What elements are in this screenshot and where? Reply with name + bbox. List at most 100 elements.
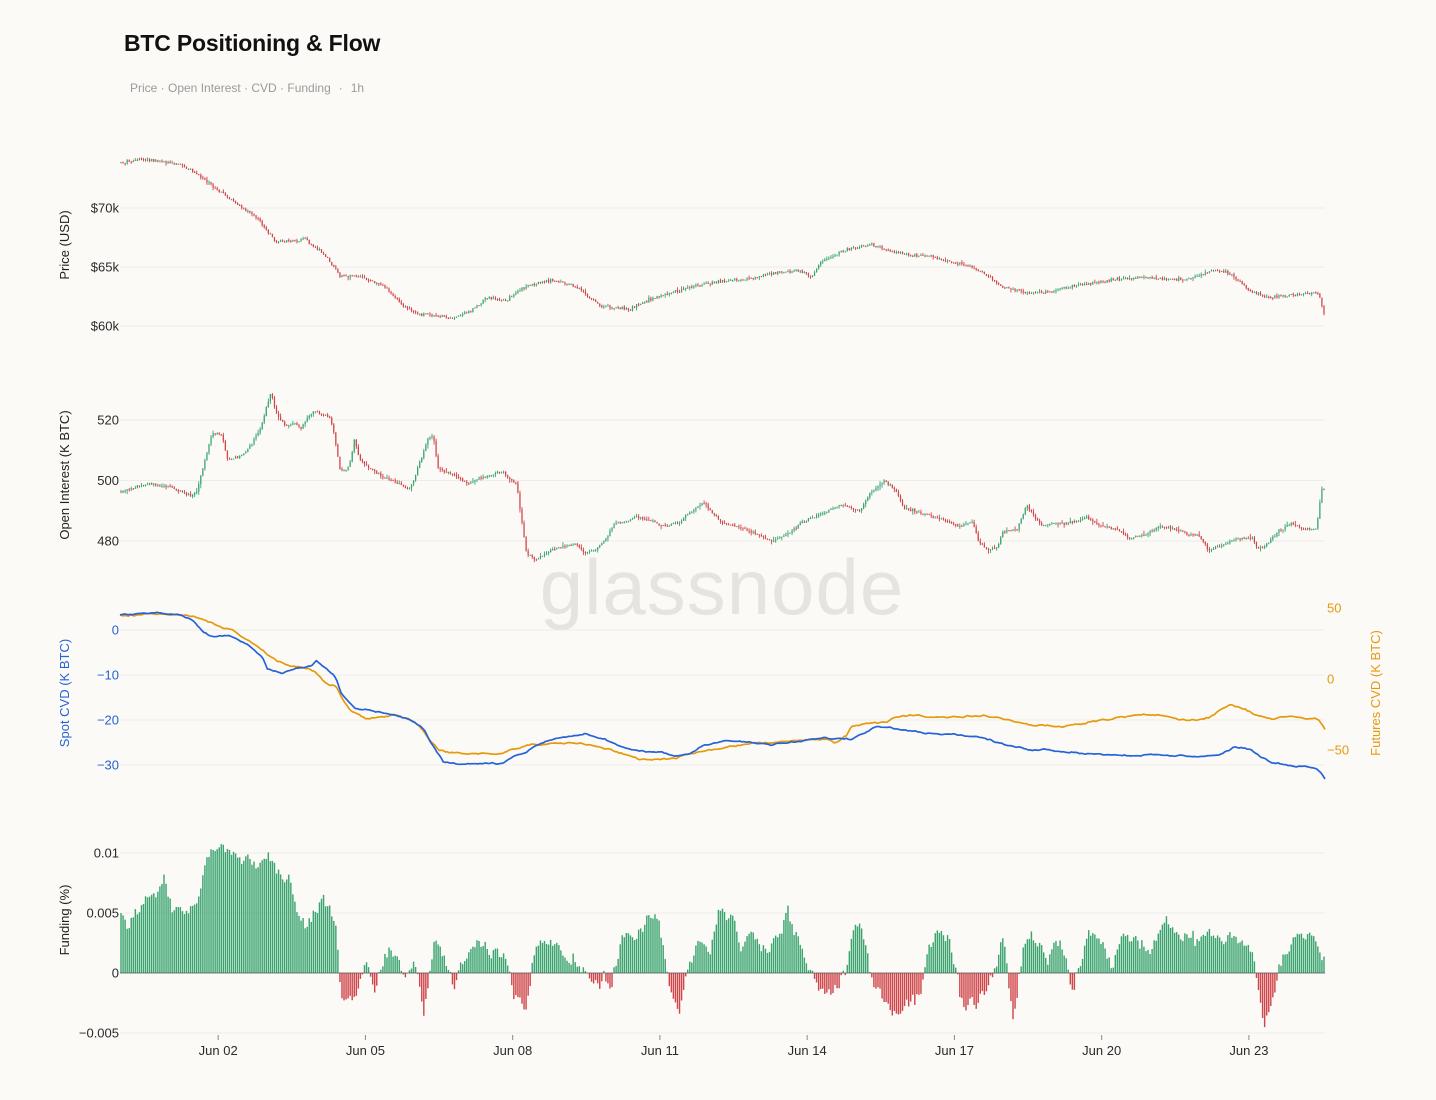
candle[interactable] bbox=[934, 256, 936, 258]
funding-bar[interactable] bbox=[509, 971, 511, 973]
candle[interactable] bbox=[1128, 275, 1131, 281]
candle[interactable] bbox=[560, 546, 562, 549]
candle[interactable] bbox=[869, 492, 871, 500]
funding-bar[interactable] bbox=[459, 962, 462, 973]
candle[interactable] bbox=[1276, 293, 1278, 299]
funding-bar[interactable] bbox=[711, 939, 713, 973]
funding-bar[interactable] bbox=[1280, 965, 1282, 973]
funding-bar[interactable] bbox=[1083, 945, 1086, 973]
funding-bar[interactable] bbox=[965, 973, 967, 1011]
candle[interactable] bbox=[1036, 291, 1039, 294]
candle[interactable] bbox=[889, 248, 891, 252]
candle[interactable] bbox=[1069, 286, 1071, 289]
candle[interactable] bbox=[936, 255, 938, 260]
funding-bar[interactable] bbox=[273, 862, 276, 973]
funding-bar[interactable] bbox=[1290, 944, 1292, 973]
candle[interactable] bbox=[257, 429, 259, 437]
candle[interactable] bbox=[1278, 294, 1280, 299]
candle[interactable] bbox=[584, 551, 587, 556]
candle[interactable] bbox=[449, 471, 452, 475]
candle[interactable] bbox=[161, 159, 163, 163]
candle[interactable] bbox=[149, 157, 151, 163]
candle[interactable] bbox=[496, 298, 499, 301]
funding-bar[interactable] bbox=[306, 926, 308, 973]
candle[interactable] bbox=[785, 271, 787, 273]
funding-bar[interactable] bbox=[347, 973, 349, 999]
candle[interactable] bbox=[408, 487, 411, 490]
candle[interactable] bbox=[1077, 282, 1080, 287]
funding-bar[interactable] bbox=[1270, 973, 1272, 1006]
funding-bar[interactable] bbox=[241, 864, 243, 973]
candle[interactable] bbox=[893, 486, 895, 493]
candle[interactable] bbox=[961, 524, 963, 527]
candle[interactable] bbox=[543, 551, 546, 558]
candle[interactable] bbox=[1296, 525, 1299, 527]
candle[interactable] bbox=[1249, 534, 1251, 541]
funding-bar[interactable] bbox=[249, 859, 251, 973]
funding-bar[interactable] bbox=[179, 907, 182, 973]
candle[interactable] bbox=[406, 305, 409, 311]
candle[interactable] bbox=[973, 519, 975, 528]
candle[interactable] bbox=[783, 271, 785, 274]
candle[interactable] bbox=[130, 486, 132, 491]
candle[interactable] bbox=[1309, 527, 1311, 531]
candle[interactable] bbox=[903, 504, 906, 510]
candle[interactable] bbox=[398, 297, 400, 303]
candle[interactable] bbox=[228, 196, 231, 200]
candle[interactable] bbox=[288, 424, 290, 429]
funding-bar[interactable] bbox=[899, 973, 902, 1014]
candle[interactable] bbox=[339, 271, 341, 278]
funding-bar[interactable] bbox=[529, 973, 531, 987]
candle[interactable] bbox=[273, 236, 276, 242]
candle[interactable] bbox=[140, 483, 143, 488]
funding-bar[interactable] bbox=[1319, 952, 1321, 973]
candle[interactable] bbox=[1041, 289, 1043, 294]
funding-bar[interactable] bbox=[251, 864, 253, 973]
candle[interactable] bbox=[840, 250, 842, 253]
funding-bar[interactable] bbox=[1304, 939, 1307, 973]
candle[interactable] bbox=[719, 518, 722, 524]
funding-bar[interactable] bbox=[1053, 942, 1055, 973]
funding-bar[interactable] bbox=[1249, 951, 1252, 973]
candle[interactable] bbox=[905, 252, 908, 256]
candle[interactable] bbox=[824, 258, 826, 262]
candle[interactable] bbox=[1008, 529, 1010, 532]
candle[interactable] bbox=[124, 489, 126, 494]
candle[interactable] bbox=[905, 504, 908, 510]
candle[interactable] bbox=[691, 284, 693, 289]
funding-bar[interactable] bbox=[1204, 936, 1207, 973]
funding-bar[interactable] bbox=[335, 925, 337, 973]
funding-bar[interactable] bbox=[339, 973, 341, 983]
funding-bar[interactable] bbox=[1157, 933, 1159, 973]
candle[interactable] bbox=[1000, 284, 1002, 286]
candle[interactable] bbox=[969, 521, 971, 524]
candle[interactable] bbox=[171, 160, 173, 164]
funding-bar[interactable] bbox=[564, 957, 566, 973]
candle[interactable] bbox=[760, 533, 763, 537]
candle[interactable] bbox=[1188, 533, 1190, 537]
candle[interactable] bbox=[230, 198, 233, 201]
candle[interactable] bbox=[1306, 291, 1309, 295]
candle[interactable] bbox=[1223, 269, 1225, 273]
candle[interactable] bbox=[619, 306, 621, 310]
candle[interactable] bbox=[652, 296, 654, 302]
candle[interactable] bbox=[848, 247, 850, 251]
candle[interactable] bbox=[844, 502, 846, 507]
candle[interactable] bbox=[580, 286, 582, 292]
candle[interactable] bbox=[597, 301, 599, 304]
candle[interactable] bbox=[265, 406, 267, 417]
funding-bar[interactable] bbox=[1149, 954, 1151, 973]
funding-bar[interactable] bbox=[349, 973, 351, 996]
candle[interactable] bbox=[394, 294, 396, 299]
candle[interactable] bbox=[298, 423, 300, 429]
candle[interactable] bbox=[957, 261, 959, 267]
funding-bar[interactable] bbox=[300, 920, 302, 973]
candle[interactable] bbox=[762, 273, 765, 278]
candle[interactable] bbox=[431, 313, 433, 318]
candle[interactable] bbox=[576, 284, 578, 289]
funding-bar[interactable] bbox=[1132, 937, 1135, 973]
candle[interactable] bbox=[654, 297, 656, 300]
candle[interactable] bbox=[476, 478, 478, 483]
candle[interactable] bbox=[269, 393, 272, 404]
